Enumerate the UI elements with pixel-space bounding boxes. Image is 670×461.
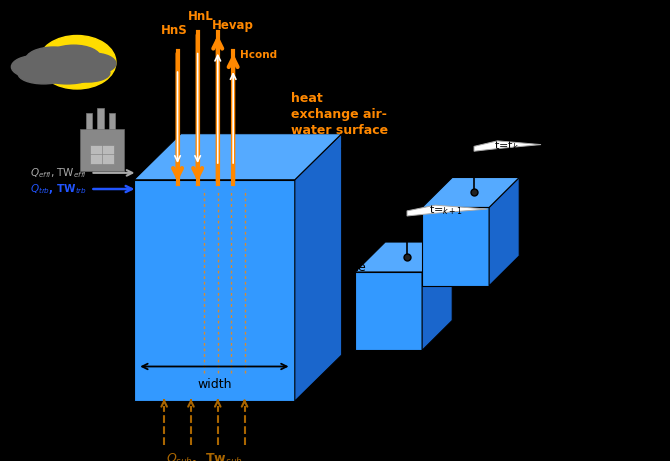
Polygon shape xyxy=(422,177,519,207)
Ellipse shape xyxy=(18,64,69,84)
Polygon shape xyxy=(474,141,541,151)
Ellipse shape xyxy=(69,53,116,74)
Polygon shape xyxy=(134,134,342,180)
Text: HnS: HnS xyxy=(161,24,188,37)
Text: t=$_{k+1}$: t=$_{k+1}$ xyxy=(429,204,463,217)
Text: de: de xyxy=(350,261,366,274)
Ellipse shape xyxy=(39,64,95,84)
Polygon shape xyxy=(90,145,114,164)
Text: $Q_{sub}$,  Tw$_{sub}$: $Q_{sub}$, Tw$_{sub}$ xyxy=(166,452,243,461)
Ellipse shape xyxy=(64,64,110,82)
Text: heat
exchange air-
water surface: heat exchange air- water surface xyxy=(291,92,389,137)
Polygon shape xyxy=(134,180,295,401)
Polygon shape xyxy=(80,129,124,171)
Text: Hcond: Hcond xyxy=(240,50,277,60)
Text: Hevap: Hevap xyxy=(212,19,253,32)
Polygon shape xyxy=(422,242,452,350)
Polygon shape xyxy=(86,113,92,129)
Polygon shape xyxy=(109,113,115,129)
Text: width: width xyxy=(197,378,232,391)
Polygon shape xyxy=(407,205,488,216)
Polygon shape xyxy=(97,108,104,129)
Ellipse shape xyxy=(47,45,100,70)
Polygon shape xyxy=(295,134,342,401)
Circle shape xyxy=(38,35,116,89)
Ellipse shape xyxy=(25,47,82,73)
Text: t=t$_k$: t=t$_k$ xyxy=(494,139,519,153)
Polygon shape xyxy=(355,242,452,272)
Text: $Q_{trb}$, TW$_{trb}$: $Q_{trb}$, TW$_{trb}$ xyxy=(30,182,87,196)
Polygon shape xyxy=(489,177,519,286)
Polygon shape xyxy=(355,272,422,350)
Polygon shape xyxy=(422,207,489,286)
Ellipse shape xyxy=(11,55,62,78)
Text: HnL: HnL xyxy=(188,10,214,23)
Text: $Q_{effl}$, TW$_{effl}$: $Q_{effl}$, TW$_{effl}$ xyxy=(30,166,87,180)
